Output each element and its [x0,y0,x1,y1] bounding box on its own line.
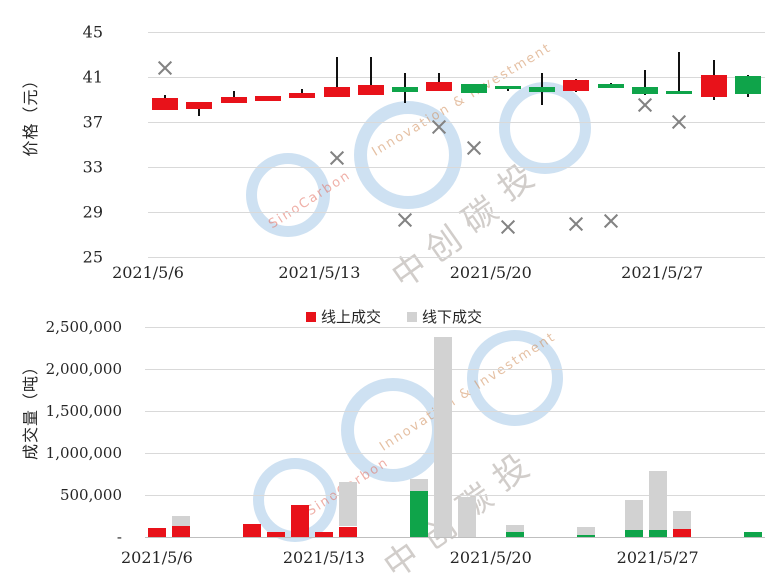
volume-bar-offline [410,479,429,491]
candle-body-down [597,83,624,89]
candle-body-down [529,87,556,92]
volume-bar-online [505,532,524,537]
candle-body-down [632,87,659,94]
price-x-tick-label: 2021/5/20 [449,263,532,282]
volume-x-tick-label: 2021/5/13 [282,548,365,567]
volume-bar-online [314,532,333,537]
candle-wick [232,90,235,103]
volume-y-tick-label: - [116,528,122,546]
candle-body-down [494,86,521,90]
volume-gridline [145,327,765,328]
price-x-tick-label: 2021/5/27 [621,263,704,282]
volume-bar-offline [457,496,476,537]
candle-body-up [220,97,247,103]
candle-body-up [289,92,316,99]
candle-body-down [460,83,487,93]
candle-body-up [563,80,590,91]
volume-bar-online [577,534,596,537]
volume-bar-offline [577,527,596,535]
volume-x-tick-label: 2021/5/20 [449,548,532,567]
volume-x-tick-label: 2021/5/27 [616,548,699,567]
candle-body-down [392,87,419,92]
candle-wick [198,101,201,117]
volume-bar-online [624,529,643,537]
candle-wick [369,56,372,95]
volume-bar-offline [434,337,453,537]
volume-bar-offline [648,470,667,530]
candle-wick [678,52,681,94]
volume-bar-online [147,527,166,537]
volume-bar-online [291,505,309,537]
volume-bar-offline [672,510,691,529]
price-y-tick-label: 45 [82,22,103,42]
candle-body-down [666,90,693,94]
volume-x-tick-label: 2021/5/6 [120,548,193,567]
candle-body-up [254,96,281,101]
candle-body-up [152,98,179,110]
volume-bar-offline [171,516,190,527]
price-y-tick-label: 41 [82,67,103,87]
legend-online-label: 线上成交 [321,308,382,326]
volume-gridline [145,369,765,370]
candle-body-up [700,74,727,98]
volume-gridline [145,453,765,454]
legend-online-swatch-icon [306,311,316,322]
volume-bar-offline [624,500,643,530]
volume-y-tick-label: 500,000 [59,486,122,504]
volume-y-tick-label: 1,000,000 [45,444,122,462]
price-y-tick-label: 37 [82,112,103,132]
candle-body-up [186,101,213,109]
legend-item-offline: 线下成交 [407,306,482,327]
legend-offline-label: 线下成交 [422,308,483,326]
legend-offline-swatch-icon [407,311,418,322]
legend-item-online: 线上成交 [306,306,381,327]
price-gridline [148,77,765,78]
price-gridline [148,122,765,123]
candle-body-up [357,84,384,95]
volume-axis-baseline [145,537,765,538]
volume-legend: 线上成交 线下成交 [306,306,482,327]
watermark-ring-icon [467,330,563,426]
volume-bar-online [744,532,763,537]
volume-y-tick-label: 2,000,000 [45,360,122,378]
price-gridline [148,32,765,33]
price-y-tick-label: 29 [82,202,103,222]
price-y-tick-label: 33 [82,157,103,177]
volume-bar-online [171,526,190,537]
price-y-tick-label: 25 [82,247,103,267]
volume-bar-online [243,524,262,537]
volume-y-tick-label: 2,500,000 [45,318,122,336]
candle-body-down [734,75,761,94]
volume-bar-offline [505,525,524,533]
price-gridline [148,167,765,168]
volume-y-tick-label: 1,500,000 [45,402,122,420]
volume-bar-online [338,526,357,537]
volume-bar-online [672,529,691,537]
volume-bar-offline [338,481,357,527]
volume-gridline [145,495,765,496]
price-gridline [148,257,765,258]
volume-bar-online [648,529,667,537]
watermark-ring-icon [246,153,330,237]
volume-bar-online [267,531,286,537]
candle-wick [644,70,647,95]
volume-bar-online [410,490,429,537]
candle-body-up [426,81,453,91]
candle-body-up [323,87,350,98]
candle-wick [335,56,338,98]
volume-gridline [145,411,765,412]
price-x-tick-label: 2021/5/13 [278,263,361,282]
price-gridline [148,212,765,213]
price-x-tick-label: 2021/5/6 [112,263,184,282]
